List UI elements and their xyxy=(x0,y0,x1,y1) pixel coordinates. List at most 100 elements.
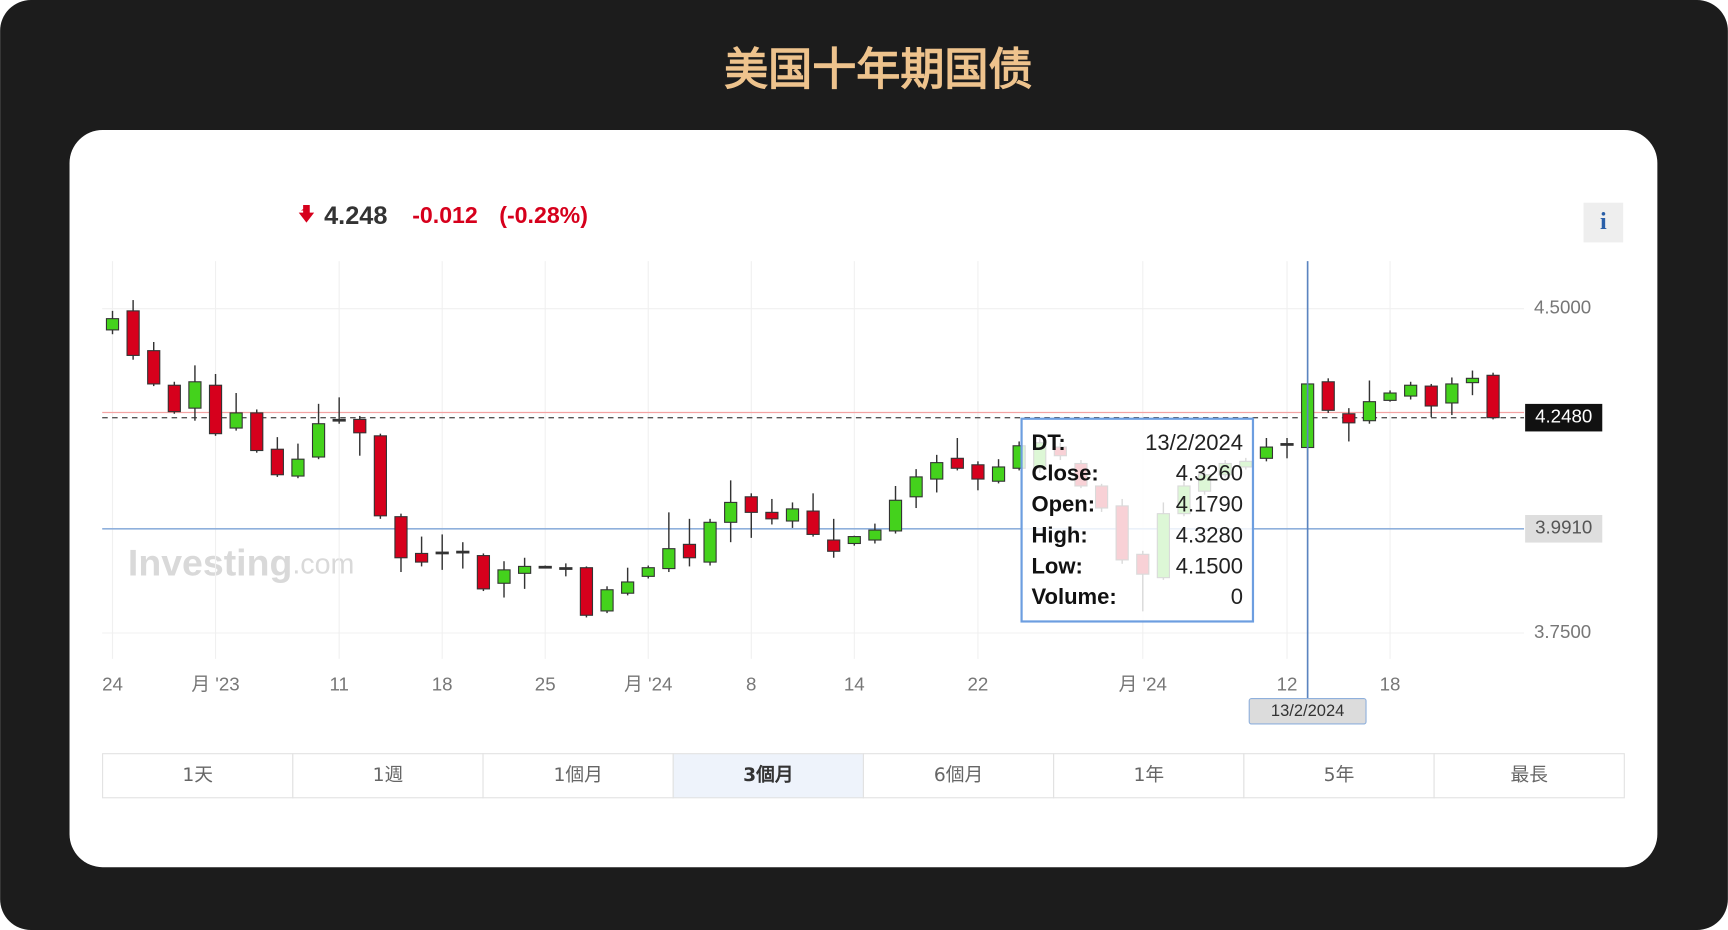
range-button[interactable] xyxy=(1433,753,1625,799)
candle-body xyxy=(456,550,470,554)
candle-body xyxy=(1404,384,1418,397)
candle-body xyxy=(1383,392,1397,401)
tooltip-value: 4.1500 xyxy=(1176,553,1243,578)
range-button[interactable] xyxy=(482,753,674,799)
last-price-box xyxy=(1525,403,1603,432)
y-tick-label: 3.7500 xyxy=(1534,621,1591,642)
candle-body xyxy=(250,412,264,452)
last-price-label: 4.2480 xyxy=(1535,406,1592,427)
quote-price: 4.248 xyxy=(324,202,387,230)
candle-body xyxy=(559,567,573,570)
candle-body xyxy=(827,539,841,552)
candle-body xyxy=(1321,381,1335,411)
range-button-label[interactable]: 1個月 xyxy=(553,765,602,786)
candle-body xyxy=(476,555,491,590)
range-button[interactable] xyxy=(292,753,484,799)
tooltip-label: Volume: xyxy=(1031,584,1116,609)
candle-body xyxy=(682,543,697,559)
range-button[interactable] xyxy=(102,753,294,799)
candle-body xyxy=(621,581,635,594)
watermark-suffix: .com xyxy=(292,548,354,580)
candle-body xyxy=(888,499,903,532)
tooltip-label: Open: xyxy=(1031,492,1095,517)
crosshair-date-label: 13/2/2024 xyxy=(1271,701,1344,720)
tooltip-label: Close: xyxy=(1031,461,1098,486)
candle-body xyxy=(930,462,944,480)
candle-body xyxy=(435,551,449,555)
x-tick-label: 22 xyxy=(968,673,989,694)
quote-change-pct: (-0.28%) xyxy=(499,202,588,228)
candle-body xyxy=(579,567,594,616)
tooltip-value: 4.1790 xyxy=(1176,492,1243,517)
candle-body xyxy=(105,318,120,331)
candle-body xyxy=(332,418,346,422)
candle-body xyxy=(724,501,738,523)
range-button-label[interactable]: 3個月 xyxy=(743,765,793,786)
candle-body xyxy=(208,384,223,435)
candle-body xyxy=(538,565,552,569)
candle-body xyxy=(662,548,676,570)
candle-body xyxy=(991,466,1006,482)
crosshair-value-label: 3.9910 xyxy=(1535,517,1592,538)
range-button[interactable] xyxy=(1053,753,1245,799)
candle-body xyxy=(311,423,326,458)
x-tick-label: 11 xyxy=(329,673,348,694)
range-button[interactable] xyxy=(672,753,865,799)
x-tick-label: 24 xyxy=(102,673,123,694)
candle-body xyxy=(703,521,717,563)
watermark: Investing.com xyxy=(128,541,354,583)
candle-body xyxy=(806,510,820,535)
crosshair-date-box xyxy=(1248,698,1367,725)
tooltip-value: 4.3280 xyxy=(1176,522,1243,547)
candle-body xyxy=(1362,401,1377,422)
range-button-label[interactable]: 1週 xyxy=(373,765,404,786)
tooltip-label: DT: xyxy=(1031,430,1065,455)
range-button-label[interactable]: 6個月 xyxy=(934,765,983,786)
candle-body xyxy=(126,310,140,356)
range-button[interactable] xyxy=(862,753,1055,799)
candle-body xyxy=(270,448,284,476)
candle-body xyxy=(394,516,408,559)
candle-body xyxy=(518,565,532,574)
watermark-brand: Investing xyxy=(128,541,292,583)
candle-body xyxy=(868,529,882,541)
candle-body xyxy=(353,418,367,434)
candle-body xyxy=(1486,374,1500,419)
x-tick-label: 月 '24 xyxy=(1119,673,1167,694)
candle-body xyxy=(950,457,964,469)
card xyxy=(69,130,1658,868)
x-tick-label: 25 xyxy=(535,673,556,694)
candle-body xyxy=(1445,383,1459,404)
candle-body xyxy=(1465,377,1480,384)
range-button-label[interactable]: 1年 xyxy=(1133,765,1164,786)
tooltip-label: High: xyxy=(1031,522,1087,547)
candle-body xyxy=(909,476,923,498)
candle-body xyxy=(291,458,305,477)
x-tick-label: 月 '24 xyxy=(624,673,672,694)
y-tick-label: 4.5000 xyxy=(1534,297,1591,318)
info-icon[interactable]: i xyxy=(1600,208,1607,235)
x-tick-label: 12 xyxy=(1277,673,1298,694)
x-tick-label: 14 xyxy=(844,673,865,694)
range-button-label[interactable]: 最長 xyxy=(1510,765,1548,786)
candle-body xyxy=(373,435,387,517)
candle-body xyxy=(971,464,985,480)
candle-body xyxy=(744,496,758,513)
range-button-label[interactable]: 5年 xyxy=(1324,765,1355,786)
tooltip xyxy=(1020,417,1255,623)
candle-body xyxy=(1342,413,1356,424)
candle-body xyxy=(414,552,429,563)
info-button[interactable] xyxy=(1583,202,1624,243)
page-title: 美国十年期国债 xyxy=(724,45,1032,96)
candle-body xyxy=(229,412,243,429)
candle-body xyxy=(765,511,779,520)
range-button[interactable] xyxy=(1243,753,1435,799)
candle-body xyxy=(600,589,614,612)
down-arrow xyxy=(298,204,315,223)
x-tick-label: 8 xyxy=(746,673,756,694)
range-button-label[interactable]: 1天 xyxy=(182,765,213,786)
candle-body xyxy=(167,384,181,413)
candle-body xyxy=(641,567,655,577)
candle-body xyxy=(785,508,800,522)
